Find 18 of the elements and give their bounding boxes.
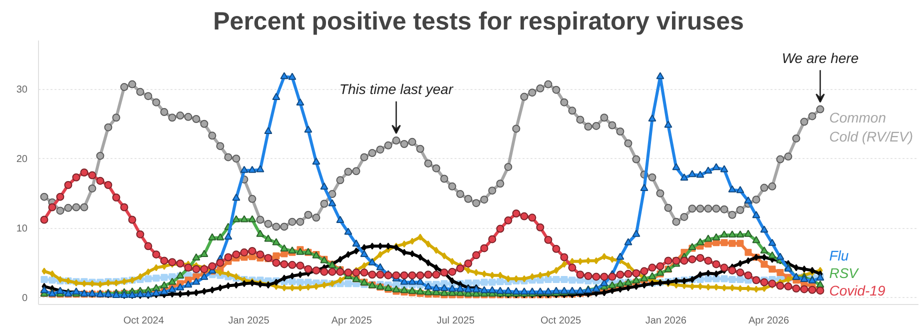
series-label: Covid-19 <box>829 282 886 299</box>
annotation: This time last year <box>339 81 454 98</box>
series-label: Common Cold (RV/EV) <box>829 109 913 144</box>
series-label: RSV <box>829 265 860 282</box>
x-tick-label: Jan 2025 <box>228 316 270 326</box>
x-tick-label: Apr 2026 <box>748 316 790 326</box>
x-tick-label: Jul 2025 <box>436 316 475 326</box>
chart-title: Percent positive tests for respiratory viruses <box>213 8 744 36</box>
x-tick-label: Apr 2025 <box>331 316 372 326</box>
y-tick-label: 0 <box>22 293 28 304</box>
y-tick-label: 20 <box>16 154 28 166</box>
x-tick-label: Oct 2025 <box>540 316 582 326</box>
y-tick-label: 30 <box>16 84 28 96</box>
y-tick-label: 10 <box>16 224 28 235</box>
series-label: Flu <box>829 248 849 264</box>
annotation: We are here <box>782 50 859 66</box>
x-tick-label: Jan 2026 <box>645 316 687 326</box>
x-tick-label: Oct 2024 <box>123 316 164 326</box>
